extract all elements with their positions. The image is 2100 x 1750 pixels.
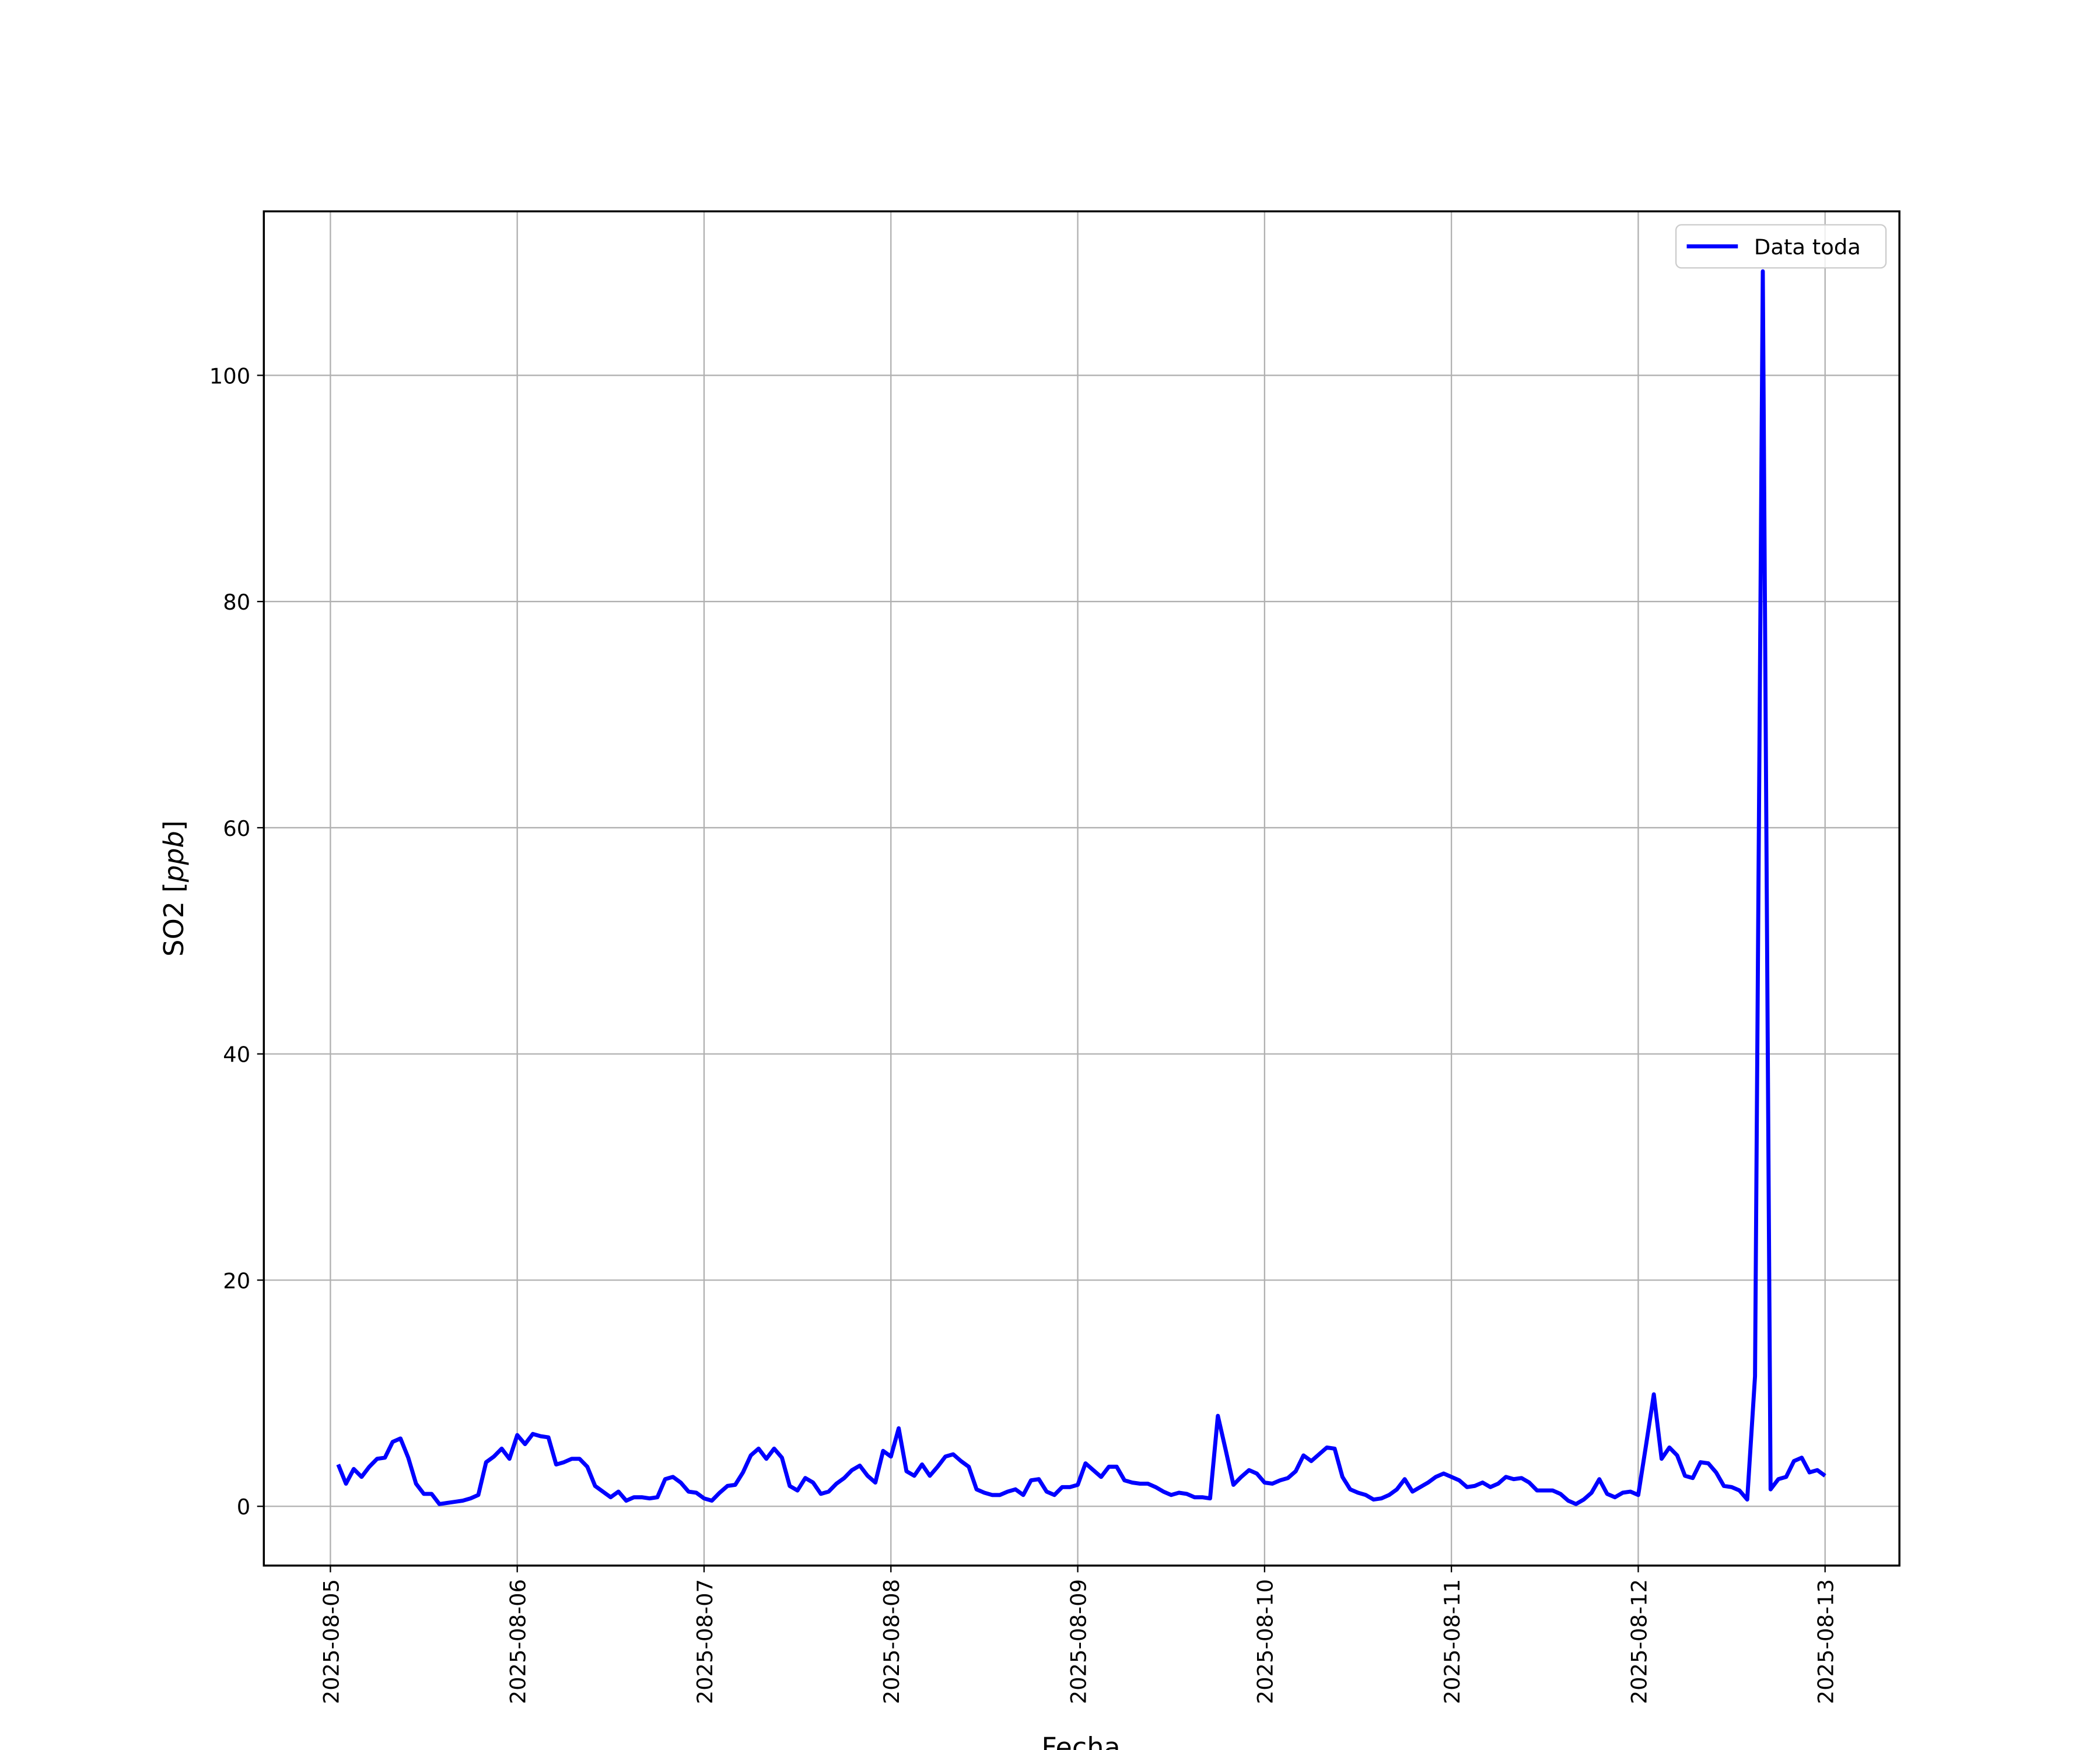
x-tick-label: 2025-08-09 — [1066, 1579, 1091, 1704]
x-tick-label: 2025-08-06 — [506, 1579, 531, 1704]
y-tick-label: 40 — [223, 1042, 250, 1068]
y-tick-label: 0 — [237, 1494, 250, 1520]
legend-box — [1675, 224, 1887, 269]
legend-label: Data toda — [1754, 235, 1861, 260]
plot-area — [336, 269, 1826, 1506]
x-tick-label: 2025-08-13 — [1814, 1579, 1839, 1704]
y-axis-label: SO2 [ppb] — [158, 820, 190, 957]
y-tick-label: 60 — [223, 816, 250, 841]
x-tick-label: 2025-08-08 — [879, 1579, 904, 1704]
y-tick-label: 80 — [223, 590, 250, 615]
axes-frame — [262, 210, 1901, 1567]
x-tick-label: 2025-08-07 — [692, 1579, 718, 1704]
x-tick-label: 2025-08-05 — [318, 1579, 344, 1704]
x-tick-label: 2025-08-11 — [1440, 1579, 1465, 1704]
x-tick-label: 2025-08-12 — [1626, 1579, 1651, 1704]
y-tick-label: 100 — [209, 363, 250, 388]
x-axis-label: Fecha — [1041, 1732, 1120, 1750]
data-line — [336, 269, 1826, 1506]
x-tick-label: 2025-08-10 — [1253, 1579, 1278, 1704]
y-tick-label: 20 — [223, 1268, 250, 1293]
